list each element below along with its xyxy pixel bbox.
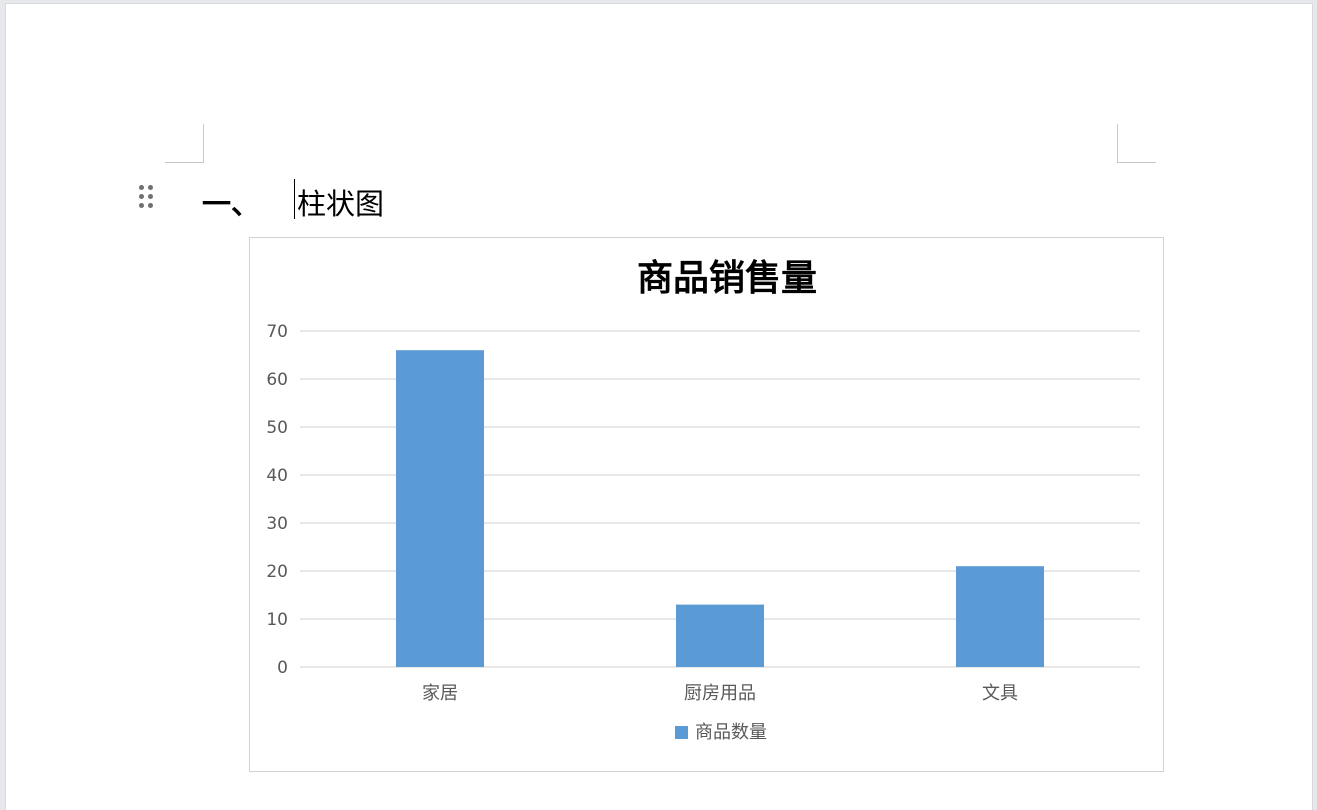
- legend-label: 商品数量: [695, 722, 767, 743]
- drag-dot: [148, 185, 153, 190]
- x-tick-label: 厨房用品: [684, 683, 756, 704]
- bar-2[interactable]: [676, 604, 764, 667]
- chart-title[interactable]: 商品销售量: [637, 258, 817, 299]
- drag-dot: [148, 194, 153, 199]
- drag-dot: [139, 194, 144, 199]
- drag-dot: [139, 185, 144, 190]
- y-tick-label: 0: [277, 658, 288, 678]
- y-tick-label: 70: [266, 322, 288, 342]
- margin-corner-top-left: [165, 124, 204, 163]
- x-tick-label: 文具: [982, 683, 1018, 704]
- heading-number: 一、: [202, 187, 261, 221]
- margin-corner-top-right: [1117, 124, 1156, 163]
- y-tick-label: 20: [266, 562, 288, 582]
- x-tick-label: 家居: [422, 683, 458, 704]
- y-tick-label: 60: [266, 370, 288, 390]
- drag-dot: [148, 203, 153, 208]
- y-tick-label: 40: [266, 466, 288, 486]
- text-cursor: [294, 179, 295, 219]
- y-tick-label: 10: [266, 610, 288, 630]
- y-tick-label: 30: [266, 514, 288, 534]
- bar-chart[interactable]: 商品销售量 0 10 20 30 40 50 60 70 家居 厨房用品 文具商品数量: [249, 237, 1164, 772]
- drag-dot: [139, 203, 144, 208]
- y-tick-label: 50: [266, 418, 288, 438]
- bar-3[interactable]: [956, 566, 1044, 667]
- document-page[interactable]: 一、 柱状图 商品销售量 0 10 20 30 40 50 60 70 家居 厨房用品 文具商品数量: [5, 3, 1313, 810]
- heading-title[interactable]: 柱状图: [297, 187, 385, 221]
- bar-1[interactable]: [396, 350, 484, 667]
- legend-swatch: [675, 726, 688, 739]
- paragraph-drag-handle[interactable]: [139, 185, 153, 209]
